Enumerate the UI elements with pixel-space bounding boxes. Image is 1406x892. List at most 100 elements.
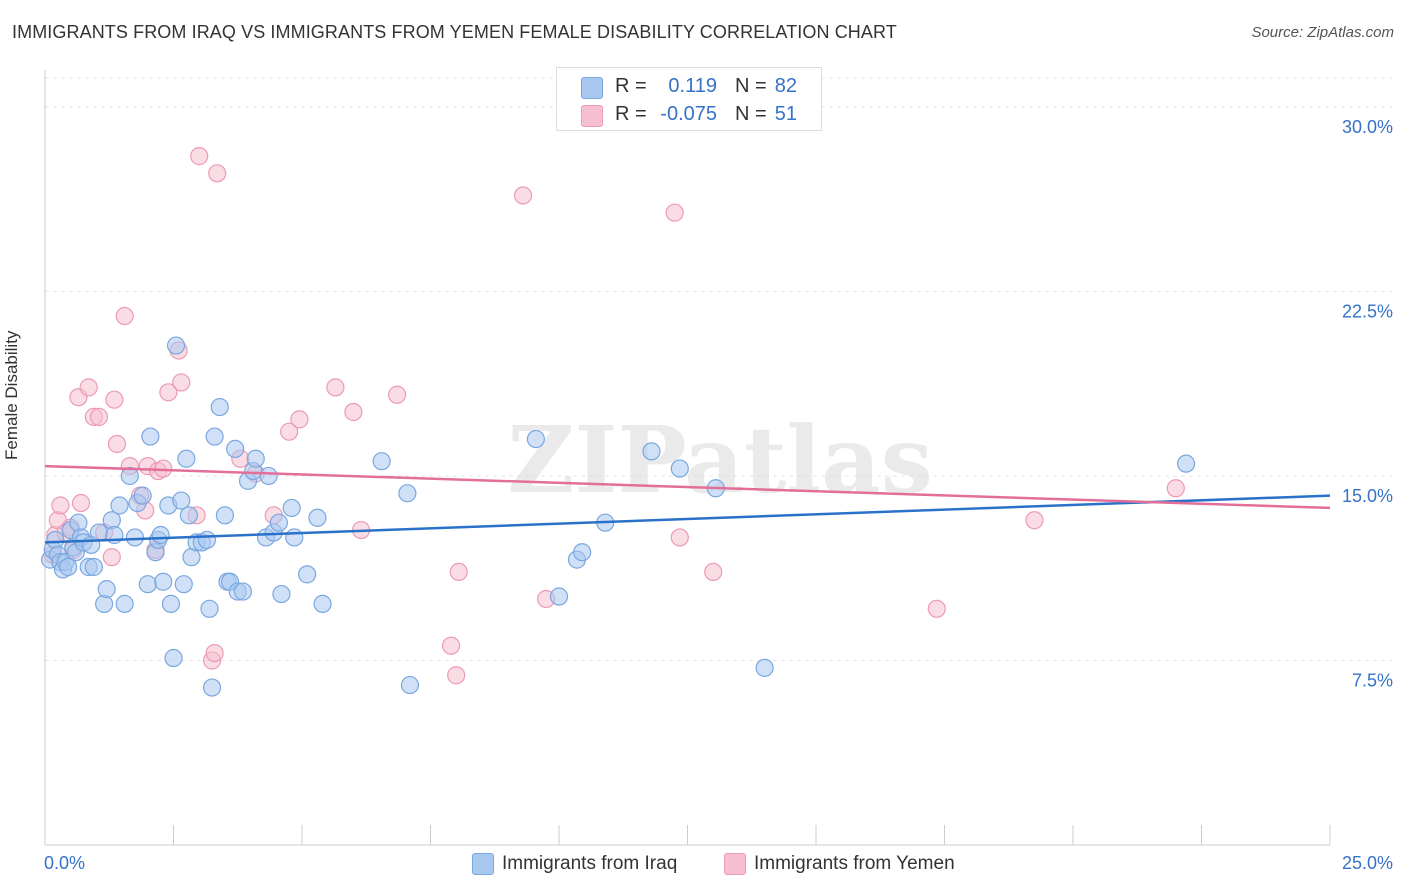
iraq-point	[141, 427, 160, 446]
y-axis-label: Female Disability	[2, 330, 21, 460]
x-tick-label: 25.0%	[1342, 853, 1393, 873]
iraq-point	[138, 575, 157, 594]
iraq-r-value: 0.119	[668, 75, 717, 97]
yemen-point	[51, 496, 70, 515]
yemen-point	[159, 383, 178, 402]
yemen-point	[344, 402, 363, 422]
yemen-point	[513, 186, 533, 205]
iraq-point	[133, 486, 152, 505]
iraq-point	[755, 658, 774, 677]
iraq-point	[246, 449, 265, 468]
tick-labels: 7.5% 15.0% 22.5% 30.0% 0.0% 25.0%	[44, 117, 1393, 873]
yemen-point	[387, 385, 407, 404]
iraq-n-label: N =	[735, 75, 767, 97]
yemen-n-label: N =	[735, 103, 767, 125]
iraq-point	[179, 506, 199, 525]
iraq-point	[120, 466, 139, 486]
iraq-point	[177, 449, 196, 468]
yemen-point	[704, 562, 723, 582]
watermark: ZIPatlas	[507, 406, 932, 514]
iraq-point	[97, 580, 116, 599]
yemen-point	[107, 434, 127, 454]
iraq-point	[210, 397, 229, 417]
y-tick-label: 22.5%	[1342, 301, 1393, 321]
iraq-point	[526, 429, 545, 449]
iraq-legend-label: Immigrants from Iraq	[502, 853, 678, 874]
axes	[44, 70, 1331, 846]
iraq-n-value: 82	[774, 75, 797, 97]
yemen-point	[79, 378, 98, 397]
iraq-point	[313, 594, 332, 613]
iraq-point	[200, 599, 219, 618]
yemen-point	[1025, 511, 1044, 530]
yemen-legend-swatch	[724, 853, 746, 875]
iraq-point	[549, 587, 569, 606]
iraq-point	[269, 513, 288, 532]
yemen-point	[71, 493, 91, 513]
iraq-point	[95, 594, 114, 613]
yemen-point	[105, 390, 124, 409]
iraq-points	[41, 336, 1196, 697]
iraq-point	[89, 523, 109, 542]
yemen-point	[208, 164, 227, 183]
yemen-point	[190, 147, 209, 166]
yemen-point	[326, 378, 345, 397]
iraq-point	[69, 513, 88, 532]
legend-row-iraq: R = 0.119 N = 82	[557, 73, 821, 101]
iraq-point	[125, 528, 145, 547]
iraq-point	[573, 543, 592, 562]
yemen-point	[665, 203, 684, 222]
iraq-point	[115, 594, 134, 613]
iraq-point	[308, 508, 327, 527]
iraq-point	[172, 491, 191, 510]
yemen-point	[441, 636, 461, 655]
iraq-point	[197, 530, 217, 550]
iraq-r-label: R =	[615, 75, 647, 97]
source-label: Source: ZipAtlas.com	[1251, 24, 1394, 41]
legend-row-yemen: R = -0.075 N = 51	[557, 101, 821, 129]
iraq-swatch	[581, 77, 603, 99]
yemen-point	[280, 422, 299, 441]
iraq-point	[282, 498, 301, 518]
iraq-point	[642, 442, 661, 461]
iraq-point	[205, 427, 224, 446]
y-tick-label: 7.5%	[1352, 670, 1393, 690]
yemen-trend-line	[44, 464, 1331, 510]
iraq-point	[161, 594, 181, 613]
yemen-n-value: 51	[774, 103, 797, 125]
iraq-point	[298, 565, 317, 584]
iraq-point	[233, 582, 252, 601]
yemen-point	[89, 407, 109, 427]
yemen-point	[447, 666, 466, 685]
yemen-point	[670, 528, 689, 547]
y-tick-label: 30.0%	[1342, 117, 1393, 137]
iraq-point	[202, 678, 222, 697]
iraq-point	[164, 648, 183, 668]
yemen-point	[205, 643, 224, 663]
iraq-legend-swatch	[472, 853, 494, 875]
chart-title: IMMIGRANTS FROM IRAQ VS IMMIGRANTS FROM …	[12, 22, 897, 42]
yemen-legend-label: Immigrants from Yemen	[754, 853, 955, 874]
iraq-point	[215, 506, 234, 525]
trend-lines	[44, 464, 1331, 544]
yemen-point	[1166, 479, 1185, 498]
yemen-point	[102, 548, 121, 567]
iraq-point	[59, 557, 78, 577]
yemen-point	[115, 306, 134, 326]
iraq-point	[372, 452, 391, 471]
x-tick-label: 0.0%	[44, 853, 85, 873]
iraq-point	[174, 575, 193, 594]
iraq-point	[110, 496, 129, 515]
iraq-point	[670, 459, 689, 478]
iraq-point	[226, 439, 245, 458]
yemen-point	[290, 410, 309, 429]
yemen-r-value: -0.075	[660, 103, 717, 125]
iraq-point	[154, 572, 173, 591]
y-tick-label: 15.0%	[1342, 486, 1393, 506]
iraq-point	[272, 584, 291, 604]
iraq-point	[259, 466, 278, 486]
yemen-point	[449, 562, 468, 582]
iraq-point	[46, 530, 65, 550]
yemen-point	[172, 373, 191, 392]
